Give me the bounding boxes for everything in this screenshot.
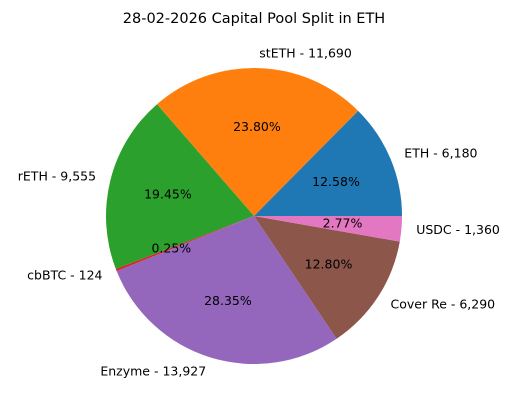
pie-slice-cbbtc [115, 216, 254, 272]
pie-slice-reth [106, 104, 254, 269]
pie-slice-usdc [254, 216, 402, 242]
pie-slices [106, 67, 402, 364]
slice-label-steth: stETH - 11,690 [259, 45, 352, 60]
pie-slice-enzyme [116, 216, 337, 364]
slice-label-enzyme: Enzyme - 13,927 [100, 364, 206, 379]
pie-slice-steth [156, 67, 359, 217]
slice-percent-reth: 19.45% [144, 187, 192, 202]
slice-label-cbbtc: cbBTC - 124 [27, 268, 102, 283]
slice-label-eth: ETH - 6,180 [404, 145, 477, 160]
slice-percent-cbbtc: 0.25% [151, 240, 191, 255]
pie-slice-cover-re [254, 216, 400, 339]
slice-percent-steth: 23.80% [233, 119, 281, 134]
slice-percent-usdc: 2.77% [323, 216, 363, 231]
slice-percent-cover-re: 12.80% [305, 256, 353, 271]
slice-label-usdc: USDC - 1,360 [416, 222, 500, 237]
chart-title: 28-02-2026 Capital Pool Split in ETH [123, 11, 385, 27]
slice-label-cover-re: Cover Re - 6,290 [391, 297, 496, 312]
pie-labels: ETH - 6,180 12.58% stETH - 11,690 23.80% rET… [18, 45, 500, 378]
slice-percent-eth: 12.58% [312, 174, 360, 189]
slice-percent-enzyme: 28.35% [204, 293, 252, 308]
slice-label-reth: rETH - 9,555 [18, 169, 96, 184]
pie-slice-eth [254, 110, 402, 216]
